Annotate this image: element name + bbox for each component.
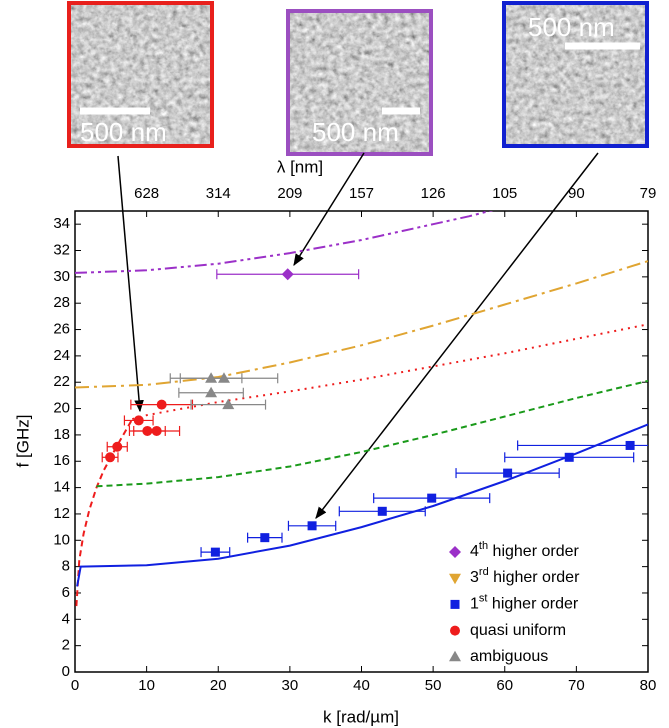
marker [205, 386, 218, 398]
top-axis-title: λ [nm] [277, 157, 323, 176]
x-tick-label: 70 [568, 677, 585, 694]
legend-label: 1st higher order [470, 592, 579, 612]
y-tick-label: 28 [53, 294, 70, 311]
x-tick-label: 60 [496, 677, 513, 694]
marker [427, 493, 437, 503]
arrow [293, 152, 365, 267]
plot-area [75, 211, 648, 607]
marker [210, 547, 220, 557]
y-tick-label: 14 [53, 479, 70, 496]
x-tick-label: 30 [282, 677, 299, 694]
legend-marker [449, 546, 461, 558]
x-axis-title: k [rad/µm] [323, 707, 399, 726]
marker [625, 440, 635, 450]
arrow [117, 155, 144, 413]
marker [151, 425, 162, 436]
marker [133, 415, 144, 426]
legend-marker [450, 625, 460, 636]
legend-label: ambiguous [470, 648, 548, 665]
marker [307, 521, 317, 531]
legend-marker [449, 650, 461, 662]
y-tick-label: 8 [62, 558, 70, 575]
legend-label: 4th higher order [470, 540, 579, 560]
inset-frame [502, 1, 649, 148]
legend-marker [450, 599, 460, 609]
y-tick-label: 4 [62, 610, 70, 627]
top-tick-label: 105 [492, 185, 517, 202]
top-tick-label: 157 [349, 185, 374, 202]
marker [142, 425, 153, 436]
y-tick-label: 16 [53, 452, 70, 469]
top-tick-label: 628 [134, 185, 159, 202]
top-tick-label: 209 [277, 185, 302, 202]
x-tick-label: 0 [71, 677, 79, 694]
y-tick-label: 22 [53, 373, 70, 390]
error-bar [517, 440, 648, 451]
y-tick-label: 12 [53, 505, 70, 522]
inset-image [504, 3, 647, 146]
y-tick-label: 24 [53, 347, 70, 364]
top-tick-label: 79 [640, 185, 657, 202]
legend-marker [449, 573, 461, 585]
top-tick-label: 314 [206, 185, 231, 202]
y-tick-label: 26 [53, 321, 70, 338]
top-tick-label: 90 [568, 185, 585, 202]
top-tick-label: 126 [421, 185, 446, 202]
marker [503, 468, 513, 478]
inset-frame [67, 1, 214, 148]
marker [222, 398, 235, 410]
curve [75, 260, 648, 389]
x-tick-label: 50 [425, 677, 442, 694]
y-tick-label: 2 [62, 637, 70, 654]
x-tick-label: 20 [210, 677, 227, 694]
curve [96, 379, 648, 488]
marker [260, 533, 270, 543]
marker [156, 399, 167, 410]
curve [132, 323, 648, 421]
y-tick-label: 6 [62, 584, 70, 601]
marker [217, 372, 230, 383]
inset-image [69, 3, 212, 146]
inset-image [288, 11, 431, 154]
y-tick-label: 20 [53, 400, 70, 417]
x-tick-label: 10 [138, 677, 155, 694]
legend-label: 3rd higher order [470, 566, 580, 586]
insets: 500 nm 500 nm 500 nm [67, 1, 649, 156]
x-tick-label: 40 [353, 677, 370, 694]
y-tick-label: 34 [53, 215, 70, 232]
marker [377, 506, 387, 516]
y-tick-label: 30 [53, 268, 70, 285]
scale-bar-label: 500 nm [312, 117, 399, 147]
scale-bar-label: 500 nm [80, 117, 167, 147]
curve [76, 423, 648, 587]
arrows [117, 152, 599, 519]
y-axis-title: f [GHz] [13, 415, 32, 468]
legend-label: quasi uniform [470, 622, 566, 639]
marker [205, 372, 218, 383]
curve [75, 211, 494, 274]
marker [564, 452, 574, 462]
scale-bar-label: 500 nm [528, 12, 615, 42]
y-tick-label: 18 [53, 426, 70, 443]
marker [281, 268, 294, 281]
x-tick-label: 80 [640, 677, 657, 694]
marker [112, 441, 123, 452]
marker [105, 452, 116, 463]
y-tick-label: 32 [53, 241, 70, 258]
y-tick-label: 0 [62, 663, 70, 680]
y-tick-label: 10 [53, 531, 70, 548]
inset-frame [286, 9, 433, 156]
arrow [315, 152, 599, 519]
